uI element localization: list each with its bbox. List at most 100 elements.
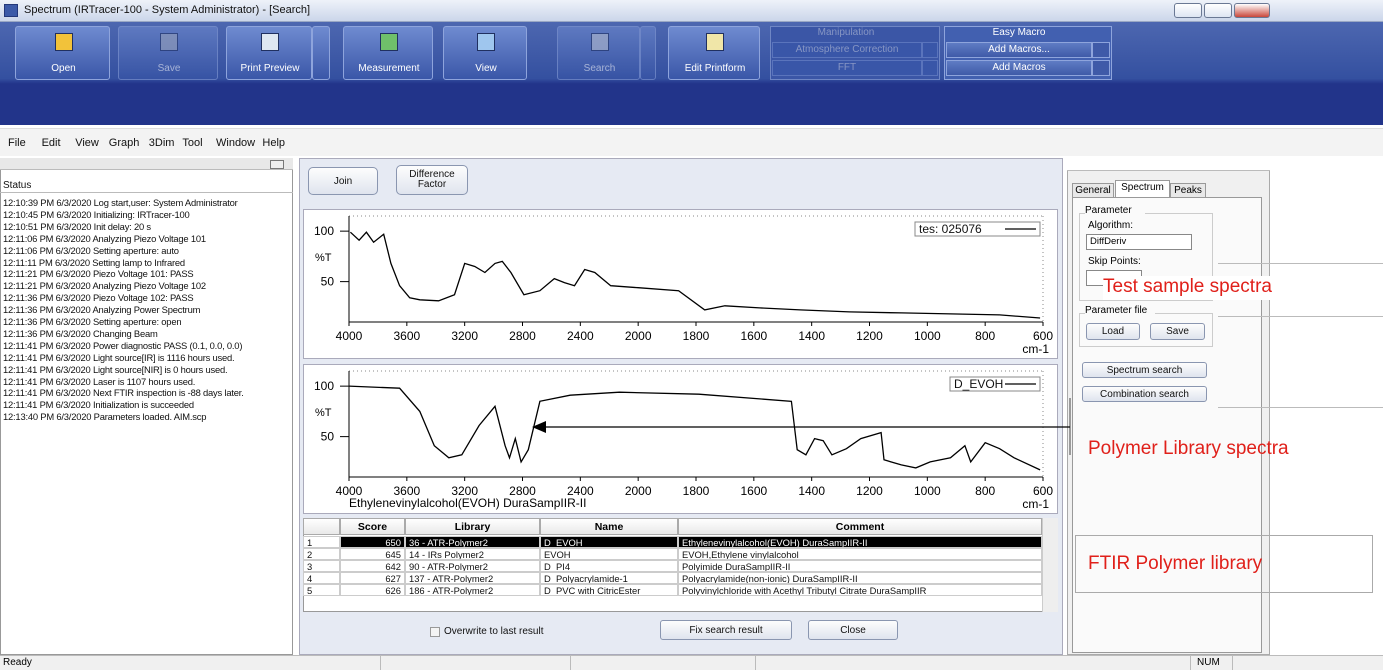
dropdown-arrow[interactable] xyxy=(640,26,656,80)
toolbar-button[interactable]: View xyxy=(443,26,527,80)
tab[interactable]: General xyxy=(1072,183,1114,198)
close-button[interactable] xyxy=(1234,3,1270,18)
tab[interactable]: Peaks xyxy=(1170,183,1206,198)
status-bar xyxy=(0,655,1383,670)
menu-item[interactable]: Graph xyxy=(108,137,140,149)
log-line: 12:11:21 PM 6/3/2020 Piezo Voltage 101: … xyxy=(3,268,194,280)
menu-combo[interactable]: Atmosphere Correction xyxy=(772,42,922,58)
table-cell[interactable]: 627 xyxy=(340,572,405,584)
menu-item[interactable]: Window xyxy=(216,137,256,149)
toolbar-button[interactable]: Print Preview xyxy=(226,26,312,80)
toolbar-button[interactable]: Edit Printform xyxy=(668,26,760,80)
select[interactable]: DiffDeriv xyxy=(1086,234,1192,250)
log-line: 12:11:36 PM 6/3/2020 Analyzing Power Spe… xyxy=(3,304,201,316)
log-line: 12:11:36 PM 6/3/2020 Piezo Voltage 102: … xyxy=(3,292,194,304)
menu-item[interactable]: Tool xyxy=(182,137,203,149)
log-line: 12:13:40 PM 6/3/2020 Parameters loaded. … xyxy=(3,411,207,423)
menu-item[interactable]: File xyxy=(8,137,26,149)
dropdown-arrow[interactable] xyxy=(1092,60,1110,76)
table-cell[interactable]: 645 xyxy=(340,548,405,560)
column-header[interactable]: Comment xyxy=(678,518,1042,535)
dropdown-arrow[interactable] xyxy=(922,42,938,58)
table-cell[interactable]: 14 - IRs Polymer2 xyxy=(405,548,540,560)
toolbar-button[interactable]: Search xyxy=(557,26,640,80)
window-title: Spectrum (IRTracer-100 - System Administ… xyxy=(24,4,311,16)
toolbar-button[interactable]: Save xyxy=(118,26,218,80)
table-cell[interactable]: 90 - ATR-Polymer2 xyxy=(405,560,540,572)
table-cell[interactable]: D_PVC with CitricEster xyxy=(540,584,678,596)
dropdown-arrow[interactable] xyxy=(312,26,330,80)
scrollbar[interactable] xyxy=(1042,518,1058,612)
table-cell[interactable]: 3 xyxy=(303,560,340,572)
minimize-button[interactable] xyxy=(1174,3,1202,18)
menu-item[interactable]: 3Dim xyxy=(148,137,175,149)
table-cell[interactable]: 4 xyxy=(303,572,340,584)
search-button[interactable]: Spectrum search xyxy=(1082,362,1207,378)
table-cell[interactable]: D_EVOH xyxy=(540,536,678,548)
button-label: Open xyxy=(51,63,76,74)
annotation-box xyxy=(1075,535,1373,593)
separator xyxy=(380,656,381,670)
menu-item[interactable]: Edit xyxy=(41,137,61,149)
button-label: Save xyxy=(157,63,181,74)
search-button[interactable]: Combination search xyxy=(1082,386,1207,402)
toolbar-button[interactable]: Open xyxy=(15,26,110,80)
log-line: 12:11:36 PM 6/3/2020 Changing Beam xyxy=(3,327,158,339)
group-box xyxy=(1079,213,1213,301)
toolbar-button[interactable]: Measurement xyxy=(343,26,433,80)
button-label: Print Preview xyxy=(240,63,300,74)
macro-combo[interactable]: Add Macros xyxy=(946,60,1092,76)
fix-button[interactable]: Fix search result xyxy=(660,620,792,640)
restore-button[interactable] xyxy=(1204,3,1232,18)
table-cell[interactable]: Polyacrylamide(non-ionic) DuraSampIIR-II xyxy=(678,572,1042,584)
table-cell[interactable]: Ethylenevinylalcohol(EVOH) DuraSampIIR-I… xyxy=(678,536,1042,548)
group-label: Parameter xyxy=(1085,205,1145,217)
tab[interactable]: Spectrum xyxy=(1115,180,1170,198)
menu-bar xyxy=(0,128,1383,156)
menu-combo[interactable]: FFT xyxy=(772,60,922,76)
column-header[interactable]: Library xyxy=(405,518,540,535)
annotation: FTIR Polymer library xyxy=(1088,553,1263,574)
table-cell[interactable]: 1 xyxy=(303,536,340,548)
status-indicator: NUM xyxy=(1197,657,1220,668)
table-cell[interactable]: 2 xyxy=(303,548,340,560)
table-cell[interactable]: 642 xyxy=(340,560,405,572)
annotation-line xyxy=(1218,316,1383,317)
join-button[interactable]: Join xyxy=(308,167,378,195)
table-cell[interactable]: 626 xyxy=(340,584,405,596)
close-icon[interactable] xyxy=(270,160,284,169)
annotation: Test sample spectra xyxy=(1103,276,1383,300)
close-button[interactable]: Close xyxy=(808,620,898,640)
log-line: 12:11:41 PM 6/3/2020 Light source[IR] is… xyxy=(3,351,235,363)
menu-item[interactable]: Help xyxy=(262,137,286,149)
table-cell[interactable]: 137 - ATR-Polymer2 xyxy=(405,572,540,584)
table-cell[interactable]: Polyvinylchloride with Acethyl Tributyl … xyxy=(678,584,1042,596)
table-cell[interactable]: 5 xyxy=(303,584,340,596)
table-cell[interactable]: 650 xyxy=(340,536,405,548)
title-bar xyxy=(0,0,1383,22)
button-icon xyxy=(590,33,609,51)
difference-factor-button[interactable]: Difference Factor xyxy=(396,165,468,195)
table-cell[interactable]: Polyimide DuraSampIIR-II xyxy=(678,560,1042,572)
table-cell[interactable]: EVOH,Ethylene vinylalcohol xyxy=(678,548,1042,560)
column-header[interactable]: Name xyxy=(540,518,678,535)
dropdown-arrow[interactable] xyxy=(922,60,938,76)
button-label: Measurement xyxy=(358,63,420,74)
table-cell[interactable]: D_PI4 xyxy=(540,560,678,572)
table-cell[interactable]: D_Polyacrylamide-1 xyxy=(540,572,678,584)
status-title: Status xyxy=(3,180,32,191)
save-button[interactable]: Save xyxy=(1150,323,1205,340)
table-cell[interactable]: 36 - ATR-Polymer2 xyxy=(405,536,540,548)
table-cell[interactable]: 186 - ATR-Polymer2 xyxy=(405,584,540,596)
app-icon xyxy=(4,4,18,17)
button-label: View xyxy=(475,63,497,74)
log-line: 12:11:06 PM 6/3/2020 Setting aperture: a… xyxy=(3,244,179,256)
macro-combo[interactable]: Add Macros... xyxy=(946,42,1092,58)
load-button[interactable]: Load xyxy=(1086,323,1140,340)
menu-item[interactable]: View xyxy=(75,137,99,149)
chart-panel xyxy=(303,209,1058,359)
dropdown-arrow[interactable] xyxy=(1092,42,1110,58)
column-header[interactable]: Score xyxy=(340,518,405,535)
table-cell[interactable]: EVOH xyxy=(540,548,678,560)
checkbox[interactable] xyxy=(430,627,440,637)
